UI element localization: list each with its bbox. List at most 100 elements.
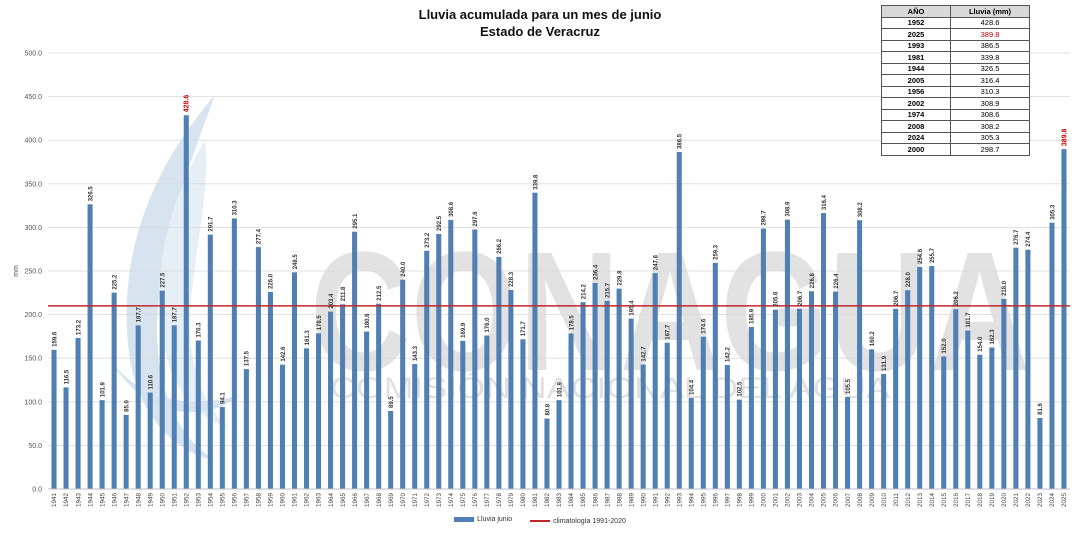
y-tick-label: 250.0 xyxy=(24,269,42,276)
x-tick-label: 1942 xyxy=(63,493,70,508)
bar-1970 xyxy=(400,279,406,489)
x-tick-label: 1971 xyxy=(412,493,419,508)
legend-item-line: climatología 1991-2020 xyxy=(530,518,626,525)
x-tick-label: 1969 xyxy=(388,493,395,508)
bar-1984 xyxy=(568,333,574,489)
x-tick-label: 1980 xyxy=(520,493,527,508)
y-tick-label: 450.0 xyxy=(24,94,42,101)
x-tick-label: 1950 xyxy=(159,493,166,508)
data-label: 159.6 xyxy=(52,331,58,347)
bar-1941 xyxy=(51,349,57,489)
x-tick-label: 1964 xyxy=(328,493,335,508)
x-tick-label: 1948 xyxy=(135,493,142,508)
data-label: 266.2 xyxy=(497,238,503,254)
y-tick-label: 100.0 xyxy=(24,399,42,406)
x-tick-label: 1973 xyxy=(436,493,443,508)
x-tick-label: 1956 xyxy=(232,493,239,508)
bar-2006 xyxy=(833,291,839,489)
x-tick-label: 2022 xyxy=(1025,493,1032,508)
data-label: 101.9 xyxy=(557,381,563,397)
data-label: 85.0 xyxy=(124,400,130,412)
x-tick-label: 1998 xyxy=(737,493,744,508)
bar-1993 xyxy=(676,151,682,490)
x-tick-label: 1962 xyxy=(304,493,311,508)
ranking-year: 2025 xyxy=(881,28,951,41)
bar-1942 xyxy=(63,387,69,489)
data-label: 248.5 xyxy=(293,254,299,270)
data-label: 162.3 xyxy=(990,329,996,345)
x-tick-label: 2018 xyxy=(977,493,984,508)
data-label: 254.6 xyxy=(918,248,924,264)
bar-1954 xyxy=(207,234,213,489)
y-axis-label: mm xyxy=(13,265,20,277)
data-label: 160.2 xyxy=(870,331,876,347)
bar-2002 xyxy=(784,219,790,489)
y-tick-label: 50.0 xyxy=(28,443,42,450)
data-label: 226.0 xyxy=(269,273,275,289)
ranking-year: 1944 xyxy=(881,62,951,75)
bar-1968 xyxy=(376,303,382,489)
data-label: 142.7 xyxy=(641,346,647,362)
bar-1962 xyxy=(303,348,310,489)
y-tick-label: 0.0 xyxy=(32,487,42,494)
x-tick-label: 1954 xyxy=(208,493,215,508)
data-label: 206.2 xyxy=(954,291,960,307)
data-label: 169.9 xyxy=(461,322,467,338)
x-tick-label: 1970 xyxy=(400,493,407,508)
x-tick-label: 1961 xyxy=(292,493,299,508)
data-label: 170.3 xyxy=(197,322,203,338)
ranking-year: 2002 xyxy=(881,97,951,110)
x-tick-label: 1990 xyxy=(640,493,647,508)
data-label: 277.4 xyxy=(257,228,263,244)
ranking-row: 2024 305.3 xyxy=(881,131,1030,144)
bar-1952 xyxy=(183,115,189,489)
bar-1989 xyxy=(628,318,634,489)
data-label: 161.3 xyxy=(305,330,311,346)
ranking-col-year: AÑO xyxy=(881,5,951,18)
data-label: 292.5 xyxy=(437,215,443,231)
y-tick-label: 350.0 xyxy=(24,181,42,188)
x-tick-label: 1960 xyxy=(280,493,287,508)
data-label: 226.8 xyxy=(810,273,816,289)
bar-2023 xyxy=(1037,417,1043,489)
data-label: 195.4 xyxy=(629,300,635,316)
ranking-value: 339.8 xyxy=(950,51,1030,64)
data-label: 214.2 xyxy=(581,284,587,300)
x-tick-label: 1958 xyxy=(256,493,263,508)
bar-1948 xyxy=(135,325,141,489)
ranking-row: 2025 389.8 xyxy=(881,28,1030,41)
y-tick-label: 500.0 xyxy=(24,51,42,58)
data-label: 228.3 xyxy=(509,271,515,287)
bar-1953 xyxy=(195,340,201,489)
ranking-year: 2024 xyxy=(881,131,951,144)
bar-1946 xyxy=(111,292,117,489)
bar-1972 xyxy=(424,250,430,489)
bar-1986 xyxy=(592,282,598,489)
bar-1996 xyxy=(712,262,718,489)
x-tick-label: 1943 xyxy=(75,493,82,508)
data-label: 181.7 xyxy=(966,312,972,328)
x-tick-label: 1949 xyxy=(147,493,154,508)
ranking-value: 298.7 xyxy=(950,143,1030,156)
x-tick-label: 1988 xyxy=(616,493,623,508)
watermark-tagline: COMISIÓN NACIONAL DEL AGUA xyxy=(330,372,890,405)
data-label: 174.6 xyxy=(702,318,708,334)
data-label: 89.5 xyxy=(389,396,395,408)
bar-1961 xyxy=(291,272,298,489)
x-tick-label: 2004 xyxy=(809,493,816,508)
bar-2017 xyxy=(965,330,971,489)
axis-layer: 0.0 50.0 100.0 150.0 200.0 250.0 300.0 350.0 400… xyxy=(13,51,1070,508)
y-tick-label: 300.0 xyxy=(24,225,42,232)
x-tick-label: 1986 xyxy=(592,493,599,508)
x-tick-label: 1992 xyxy=(664,493,671,508)
bar-1966 xyxy=(352,231,358,490)
ranking-value: 310.3 xyxy=(950,85,1030,98)
x-tick-label: 1996 xyxy=(713,493,720,508)
ranking-value: 389.8 xyxy=(950,28,1030,41)
x-tick-label: 2001 xyxy=(773,493,780,508)
data-label: 102.5 xyxy=(738,381,744,397)
bar-2020 xyxy=(1001,298,1007,489)
data-label: 104.4 xyxy=(690,379,696,395)
y-tick-label: 150.0 xyxy=(24,356,42,363)
